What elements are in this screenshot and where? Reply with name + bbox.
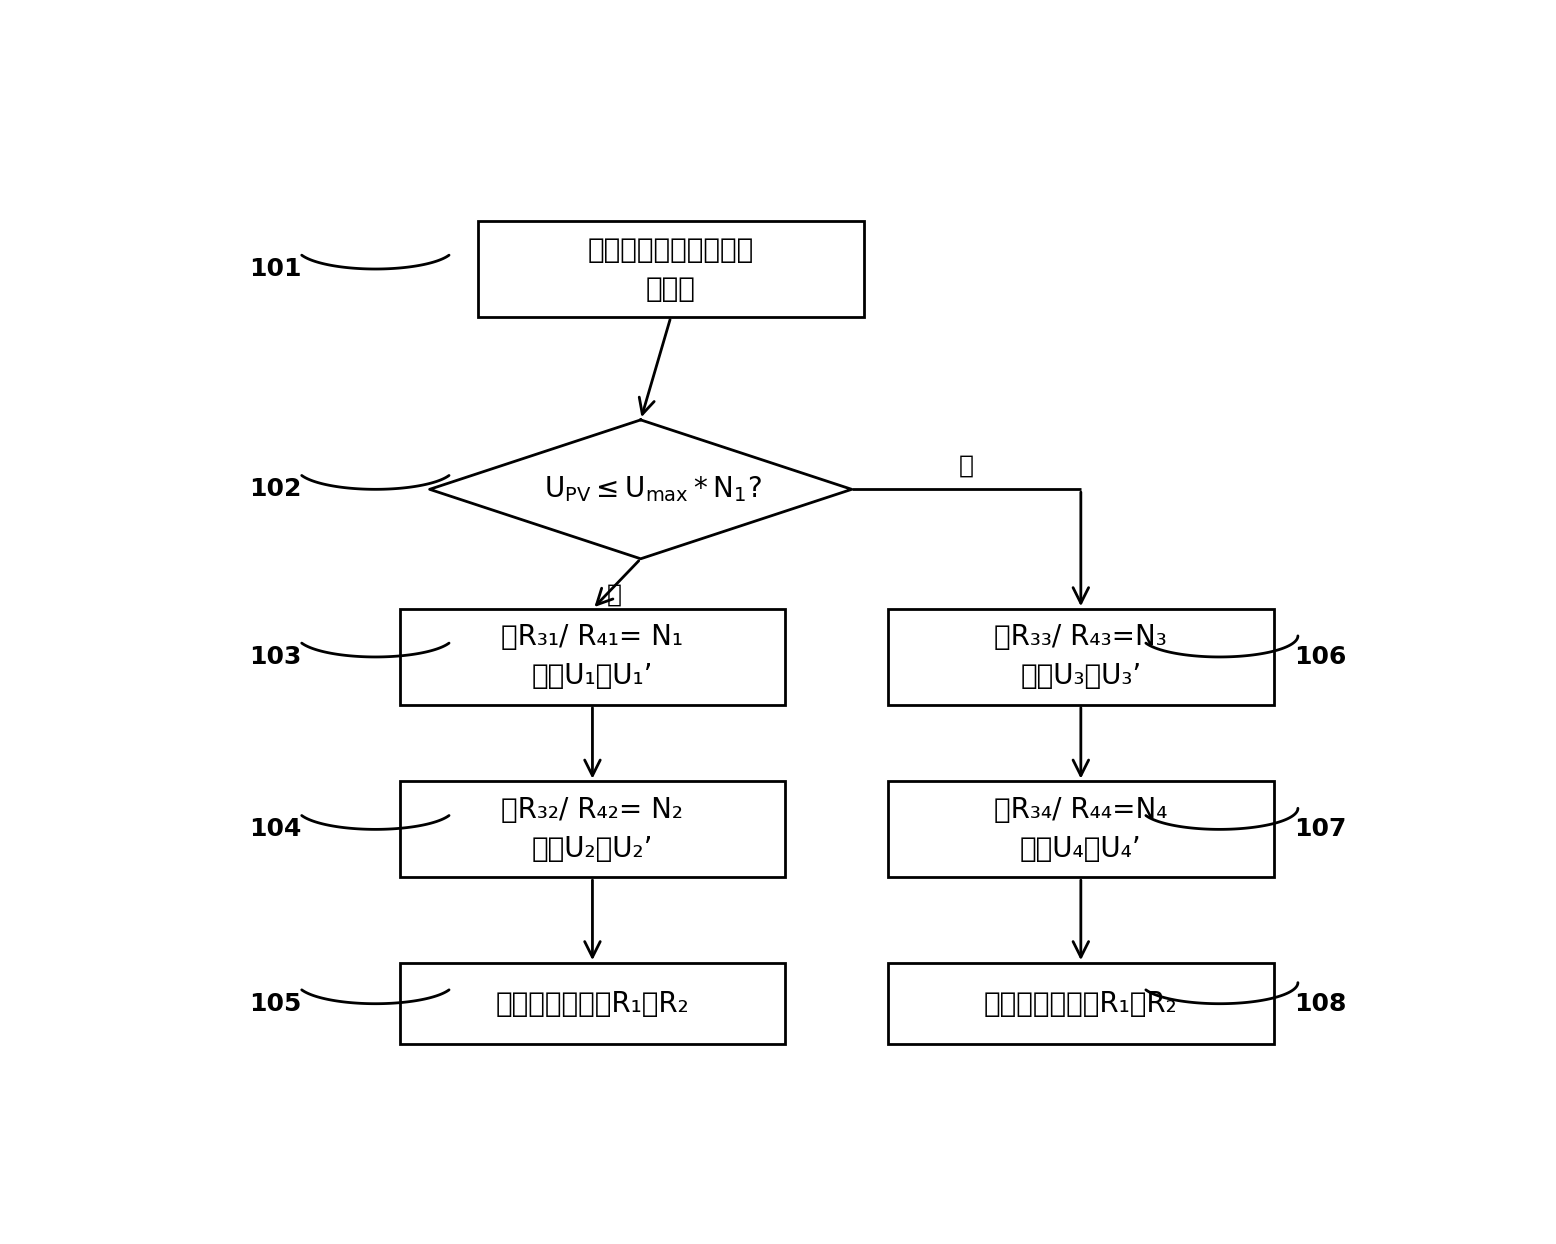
Text: $\mathregular{U_{PV}}\leq\mathregular{U_{max}}*\mathregular{N_1}?$: $\mathregular{U_{PV}}\leq\mathregular{U_… — [545, 474, 761, 504]
FancyBboxPatch shape — [888, 781, 1274, 877]
Text: 101: 101 — [249, 258, 302, 281]
Text: 102: 102 — [249, 478, 302, 501]
FancyBboxPatch shape — [400, 610, 786, 705]
Text: 是: 是 — [607, 582, 622, 607]
Text: 104: 104 — [249, 817, 302, 841]
FancyBboxPatch shape — [888, 963, 1274, 1045]
Text: 使R₃₂/ R₄₂= N₂
获取U₂和U₂’: 使R₃₂/ R₄₂= N₂ 获取U₂和U₂’ — [501, 796, 683, 863]
FancyBboxPatch shape — [400, 781, 786, 877]
FancyBboxPatch shape — [400, 963, 786, 1045]
Text: 105: 105 — [249, 991, 302, 1015]
Text: 103: 103 — [249, 644, 302, 669]
Text: 否: 否 — [958, 454, 974, 478]
Text: 使R₃₁/ R₄₁= N₁
获取U₁和U₁’: 使R₃₁/ R₄₁= N₁ 获取U₁和U₁’ — [501, 623, 683, 690]
Text: 求解方程组得到R₁和R₂: 求解方程组得到R₁和R₂ — [983, 990, 1178, 1018]
Text: 使R₃₄/ R₄₄=N₄
获取U₄和U₄’: 使R₃₄/ R₄₄=N₄ 获取U₄和U₄’ — [994, 796, 1167, 863]
Text: 接入正分压电路和负分
压电路: 接入正分压电路和负分 压电路 — [588, 235, 755, 302]
Text: 106: 106 — [1293, 644, 1346, 669]
FancyBboxPatch shape — [478, 221, 864, 317]
Text: 107: 107 — [1293, 817, 1346, 841]
Text: 求解方程组得到R₁和R₂: 求解方程组得到R₁和R₂ — [495, 990, 689, 1018]
FancyBboxPatch shape — [888, 610, 1274, 705]
Text: 108: 108 — [1293, 991, 1346, 1015]
Text: 使R₃₃/ R₄₃=N₃
获取U₃和U₃’: 使R₃₃/ R₄₃=N₃ 获取U₃和U₃’ — [994, 623, 1167, 690]
